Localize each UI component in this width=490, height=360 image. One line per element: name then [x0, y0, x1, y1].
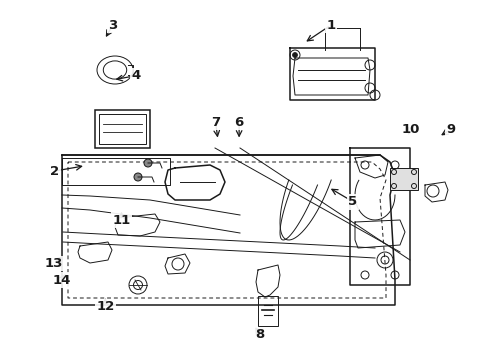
Circle shape [134, 173, 142, 181]
Circle shape [144, 159, 152, 167]
Circle shape [293, 53, 297, 58]
Text: 13: 13 [45, 257, 63, 270]
Text: 4: 4 [132, 69, 141, 82]
Text: 9: 9 [446, 123, 455, 136]
Bar [99, 114, 146, 144]
Text: 2: 2 [50, 165, 59, 177]
Text: 14: 14 [52, 274, 71, 287]
Text: 11: 11 [112, 214, 131, 227]
Text: 5: 5 [348, 195, 357, 208]
Text: 6: 6 [235, 116, 244, 129]
Bar [258, 296, 278, 326]
Text: 1: 1 [326, 19, 335, 32]
Text: 7: 7 [211, 116, 220, 129]
Text: 8: 8 [255, 328, 264, 341]
Bar [390, 168, 418, 190]
Text: 10: 10 [401, 123, 420, 136]
Text: 3: 3 [108, 19, 117, 32]
Bar [95, 110, 150, 148]
Text: 12: 12 [96, 300, 115, 313]
